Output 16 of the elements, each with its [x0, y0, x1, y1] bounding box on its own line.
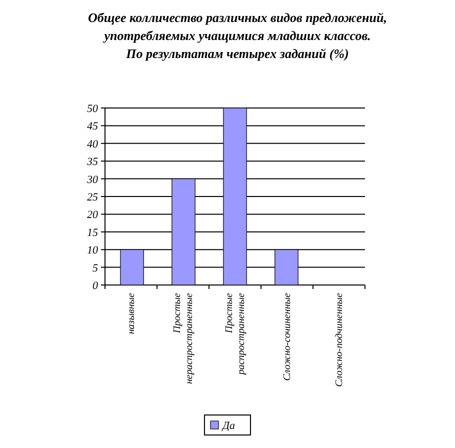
chart-title: Общее колличество различных видов предложений, употребляемых учащимися младших классов. По результатам четырех заданий (%) [88, 10, 387, 61]
x-tick-label: Сложно-подчиненные [334, 292, 345, 387]
y-tick-label: 35 [86, 156, 98, 168]
y-tick-label: 45 [87, 120, 98, 133]
x-tick-label: Сложно-сочиненные [282, 292, 293, 381]
y-tick-label: 5 [92, 262, 98, 274]
legend-label: Да [222, 420, 236, 432]
y-tick-label: 0 [92, 280, 98, 292]
y-tick-label: 15 [87, 226, 98, 239]
y-tick-label: 25 [87, 192, 98, 204]
y-tick-label: 30 [86, 174, 98, 186]
y-tick-label: 20 [87, 209, 98, 222]
x-tick-label: назывные [126, 292, 137, 334]
y-tick-label: 50 [87, 103, 98, 115]
y-tick-label: 10 [87, 244, 98, 257]
y-tick-label: 40 [87, 138, 98, 150]
